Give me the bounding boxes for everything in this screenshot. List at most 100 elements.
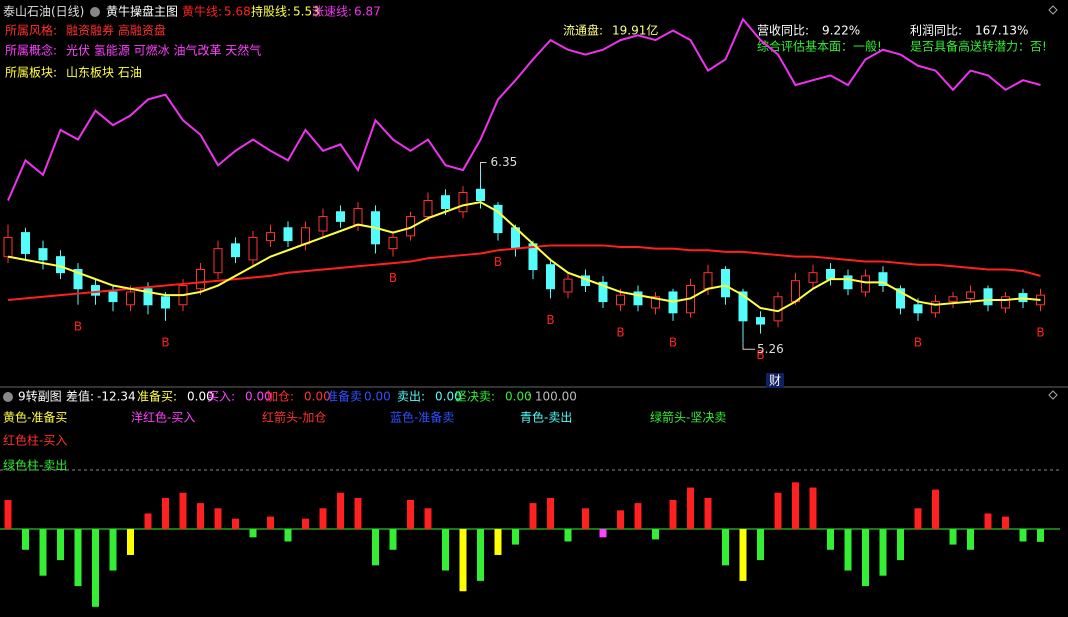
candle-body <box>458 192 468 213</box>
candle-body <box>283 227 293 242</box>
bar <box>652 529 659 540</box>
bar <box>214 508 222 530</box>
indicator-label: 准备买: <box>137 390 177 404</box>
buy-signal: B <box>616 326 624 340</box>
menu-icon[interactable] <box>3 392 13 402</box>
bar <box>634 503 642 530</box>
bar <box>897 529 904 561</box>
candle-body <box>266 232 275 242</box>
assessment: 是否具备高送转潜力：否! <box>910 39 1047 54</box>
buy-signal: B <box>74 319 82 333</box>
marker[interactable]: 财 <box>769 374 781 388</box>
candle-body <box>931 301 940 314</box>
candle-body <box>73 269 83 290</box>
bar <box>512 529 519 545</box>
bar <box>879 529 887 576</box>
bar <box>599 529 607 538</box>
bar <box>477 529 484 581</box>
legend-label: 黄牛线: <box>182 4 222 19</box>
bar <box>459 529 467 592</box>
indicator-label: 准备卖 <box>326 390 362 404</box>
bar <box>197 503 204 530</box>
indicator-value: 0.00 <box>435 390 462 404</box>
indicator-line <box>7 17 1041 201</box>
legend-label: 持股线: <box>251 4 291 19</box>
candle-body <box>3 236 13 258</box>
legend-value: 5.53 <box>293 5 320 19</box>
legend-entry: 黄色-准备买 <box>3 411 67 425</box>
candle-body <box>843 275 853 290</box>
legend-value: 5.68 <box>224 5 251 19</box>
bar <box>57 529 64 561</box>
indicator-line <box>7 244 1041 301</box>
bar <box>144 513 152 530</box>
candle-body <box>878 272 888 287</box>
candle-body <box>476 188 485 202</box>
candle-body <box>441 195 450 210</box>
bar <box>564 529 572 542</box>
buy-signal: B <box>546 313 554 327</box>
candle-body <box>318 216 328 232</box>
buy-signal: B <box>389 271 397 285</box>
candle-body <box>598 281 608 303</box>
bar <box>232 518 239 530</box>
indicator-line <box>7 201 1041 313</box>
bar <box>704 497 712 530</box>
candle-body <box>248 236 258 261</box>
candle-body <box>546 264 555 290</box>
main-title: 黄牛操盘主图 <box>106 4 178 19</box>
bar <box>494 529 502 555</box>
marker-box[interactable] <box>766 373 784 388</box>
buy-signal: B <box>756 348 764 362</box>
bar <box>109 529 117 571</box>
bar <box>932 489 939 530</box>
bar <box>1037 529 1044 542</box>
info-value: 光伏 氢能源 可燃冰 油气改革 天然气 <box>66 43 261 58</box>
bar <box>757 529 764 561</box>
stat-label: 利润同比: <box>910 24 962 38</box>
candle-body <box>563 278 573 293</box>
candle-body <box>353 208 363 226</box>
indicator-label: 加仓: <box>266 390 294 404</box>
bar <box>862 529 869 587</box>
menu-icon[interactable] <box>90 7 100 17</box>
candle-body <box>633 291 643 306</box>
bar <box>967 529 974 550</box>
candle-body <box>983 288 993 306</box>
bar <box>319 508 327 530</box>
bar <box>127 529 134 555</box>
legend-entry: 青色-卖出 <box>520 411 572 425</box>
buy-signal: B <box>669 335 677 349</box>
stat-value: 19.91亿 <box>612 23 658 38</box>
bar <box>774 492 782 530</box>
candle-body <box>301 227 310 245</box>
candle-body <box>493 204 503 234</box>
candle-body <box>738 291 748 322</box>
bar <box>739 529 747 581</box>
bar <box>92 529 99 607</box>
bar <box>809 487 817 530</box>
bar <box>687 487 694 530</box>
legend-entry: 绿箭头-坚决卖 <box>650 410 726 425</box>
stat-label: 营收同比: <box>757 24 809 38</box>
low-annotation: 5.26 <box>757 342 784 356</box>
bar <box>39 529 47 576</box>
bar <box>582 508 589 530</box>
bar <box>1019 529 1027 542</box>
candle-body <box>231 243 240 258</box>
info-value: 融资融券 高融资盘 <box>66 23 166 38</box>
candle-body <box>38 248 48 261</box>
candle-body <box>336 211 345 222</box>
candle-body <box>21 232 30 254</box>
candle-body <box>161 296 170 309</box>
bar <box>302 518 309 530</box>
candle-body <box>56 256 65 274</box>
bar <box>424 508 432 530</box>
indicator-value: -12.34 <box>97 390 136 404</box>
stat-value: 167.13% <box>975 24 1028 38</box>
bar <box>337 492 344 530</box>
corner-icon[interactable] <box>1048 5 1058 400</box>
bar <box>949 529 957 545</box>
indicator-label: 买入: <box>207 390 235 404</box>
bar <box>722 529 729 566</box>
